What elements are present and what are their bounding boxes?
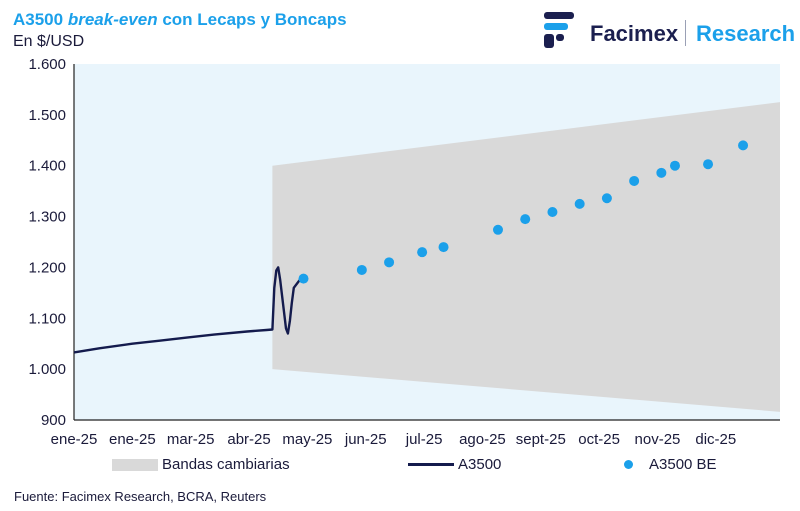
logo-research-text: Research <box>696 21 796 46</box>
be-point <box>520 214 531 225</box>
be-point <box>574 198 585 209</box>
be-point <box>738 140 749 151</box>
be-point <box>492 224 503 235</box>
logo-divider <box>685 20 686 46</box>
be-point <box>547 206 558 217</box>
x-tick-label: ene-25 <box>109 431 156 448</box>
y-tick-label: 1.400 <box>28 158 66 175</box>
x-tick-label: oct-25 <box>578 431 620 448</box>
series-line-a3500 <box>73 266 301 354</box>
legend-item-dots: A3500 BE <box>622 456 717 473</box>
legend-dots-label: A3500 BE <box>649 456 717 473</box>
chart-subtitle: En $/USD <box>13 33 85 50</box>
y-tick-label: 900 <box>41 412 66 429</box>
x-tick-label: jun-25 <box>344 431 387 448</box>
facimex-logo-icon <box>544 12 574 48</box>
be-point <box>356 264 367 275</box>
logo-brand-text: Facimex <box>590 21 679 46</box>
y-tick-label: 1.600 <box>28 56 66 73</box>
be-point <box>669 160 680 171</box>
y-tick-label: 1.500 <box>28 107 66 124</box>
be-point <box>629 175 640 186</box>
be-point <box>438 242 449 253</box>
legend-band-label: Bandas cambiarias <box>162 456 290 473</box>
y-tick-label: 1.100 <box>28 310 66 327</box>
be-point <box>703 159 714 170</box>
y-tick-label: 1.000 <box>28 361 66 378</box>
y-tick-label: 1.300 <box>28 209 66 226</box>
x-tick-label: dic-25 <box>695 431 736 448</box>
source-note: Fuente: Facimex Research, BCRA, Reuters <box>14 489 267 504</box>
chart-title: A3500 break-even con Lecaps y Boncaps <box>13 10 347 29</box>
legend-dots-swatch <box>624 460 633 469</box>
facimex-logo: Facimex Research <box>540 10 795 54</box>
x-tick-label: ago-25 <box>459 431 506 448</box>
legend-line-swatch <box>408 463 454 466</box>
x-tick-label: may-25 <box>282 431 332 448</box>
x-tick-label: jul-25 <box>405 431 443 448</box>
x-tick-label: ene-25 <box>51 431 98 448</box>
be-point <box>656 167 667 178</box>
y-tick-label: 1.200 <box>28 259 66 276</box>
chart-legend: Bandas cambiarias A3500 A3500 BE <box>0 456 800 476</box>
be-point <box>384 257 395 268</box>
x-tick-label: mar-25 <box>167 431 215 448</box>
band-area <box>272 102 780 412</box>
legend-line-label: A3500 <box>458 456 502 473</box>
x-tick-label: sept-25 <box>516 431 566 448</box>
be-point <box>417 247 428 258</box>
legend-band-swatch <box>112 458 158 471</box>
legend-item-band: Bandas cambiarias <box>112 456 290 473</box>
be-point <box>601 193 612 204</box>
chart-title-emphasis: break-even <box>67 10 158 29</box>
legend-item-line: A3500 <box>408 456 501 473</box>
x-tick-label: abr-25 <box>227 431 270 448</box>
be-point <box>298 273 309 284</box>
x-tick-label: nov-25 <box>635 431 681 448</box>
